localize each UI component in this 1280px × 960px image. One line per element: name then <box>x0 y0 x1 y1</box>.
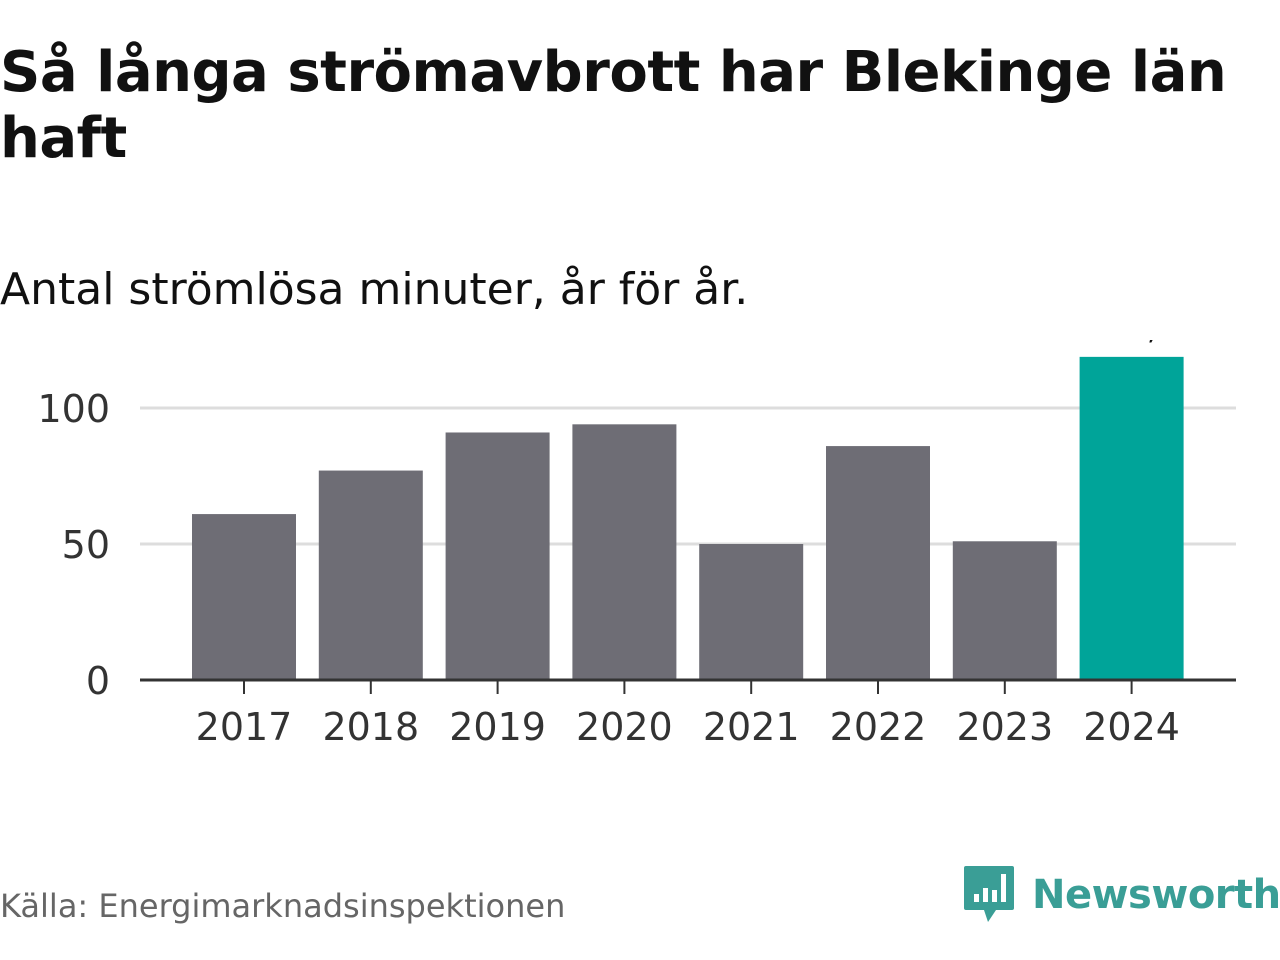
bar-2024 <box>1079 356 1184 680</box>
bar-2021 <box>699 544 804 680</box>
brand-name: Newsworthy <box>1032 872 1280 918</box>
bar-2023 <box>952 541 1057 680</box>
bar-2020 <box>572 424 677 680</box>
newsworthy-logo-icon <box>964 866 1014 922</box>
bars <box>192 356 1184 680</box>
x-tick-label: 2022 <box>830 705 927 749</box>
data-labels: 118,8 <box>1086 340 1178 347</box>
bar-2017 <box>192 514 296 680</box>
x-tick-label: 2024 <box>1083 705 1180 749</box>
bar-2019 <box>445 432 550 680</box>
y-tick-label: 100 <box>37 387 110 431</box>
source-note: Källa: Energimarknadsinspektionen <box>0 887 566 925</box>
y-tick-label: 50 <box>62 523 110 567</box>
x-tick-label: 2021 <box>703 705 800 749</box>
x-tick-label: 2018 <box>322 705 419 749</box>
data-label: 118,8 <box>1086 340 1178 347</box>
x-tick-label: 2020 <box>576 705 673 749</box>
x-axis-ticks: 2017 2018 2019 2020 2021 2022 2023 2024 <box>196 680 1180 749</box>
y-tick-label: 0 <box>86 659 110 703</box>
gridlines <box>140 406 1236 546</box>
x-tick-label: 2019 <box>449 705 546 749</box>
brand: Newsworthy <box>962 862 1280 928</box>
y-axis-ticks: 0 50 100 <box>37 387 110 703</box>
x-tick-label: 2017 <box>196 705 293 749</box>
bar-2018 <box>318 470 423 680</box>
x-tick-label: 2023 <box>956 705 1053 749</box>
bar-2022 <box>826 446 930 680</box>
chart-title: Så långa strömavbrott har Blekinge län h… <box>0 40 1227 171</box>
chart-subtitle: Antal strömlösa minuter, år för år. <box>0 264 749 315</box>
